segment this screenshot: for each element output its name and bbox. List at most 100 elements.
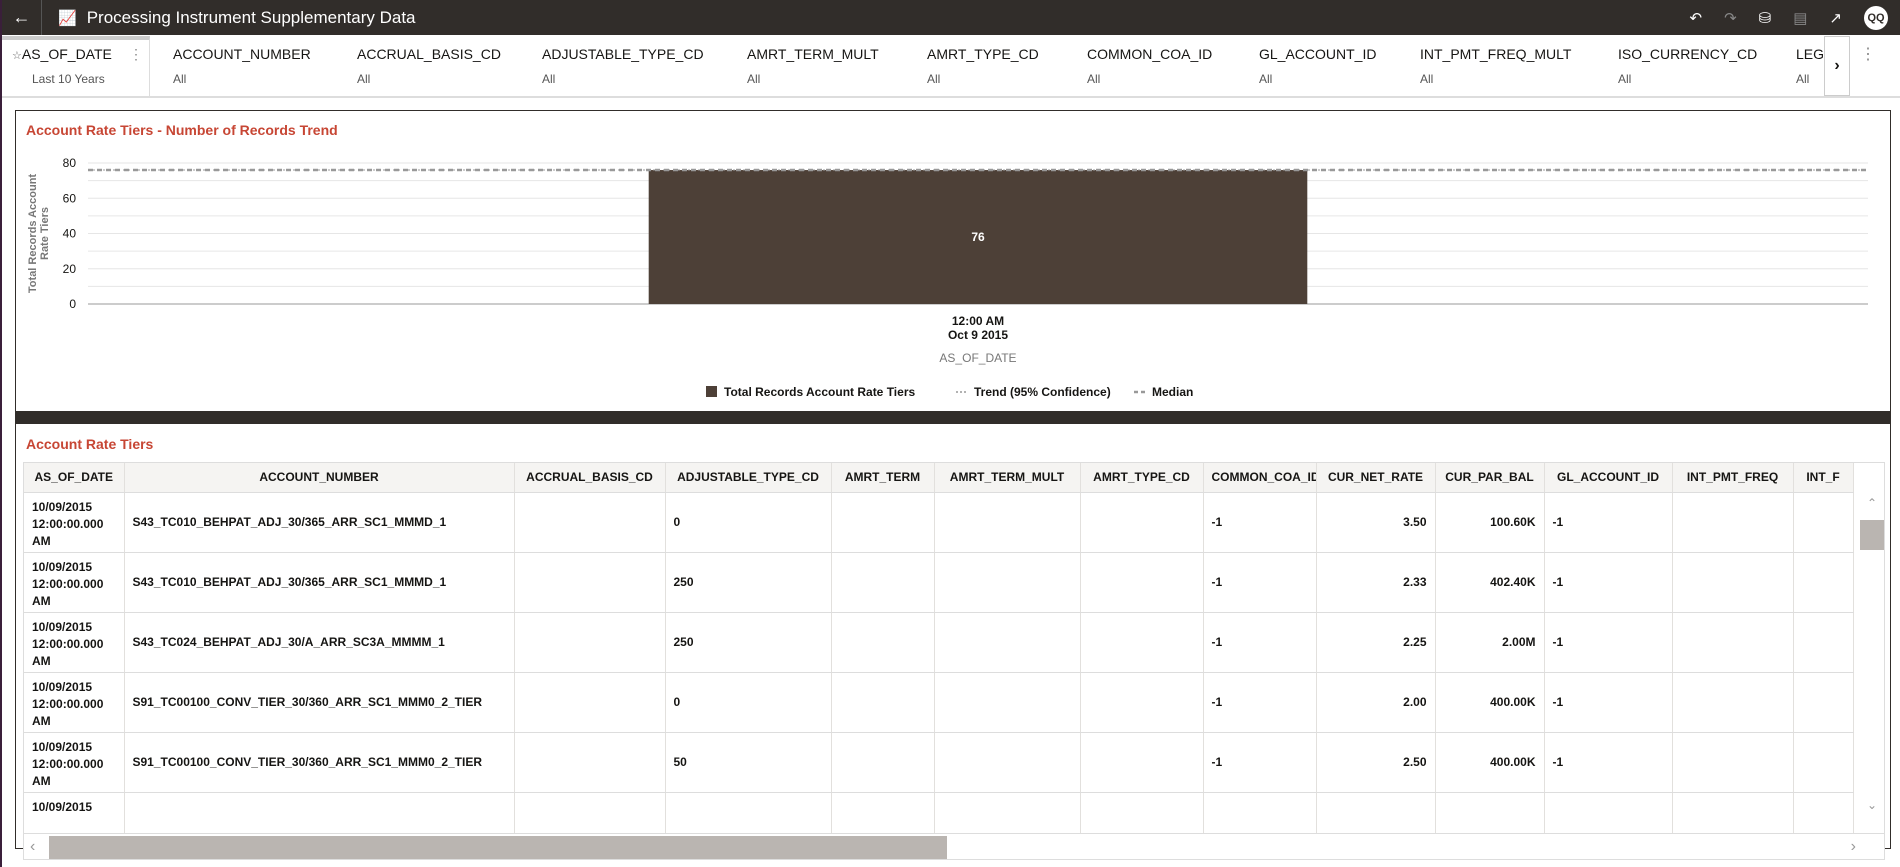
table-cell: 100.60K bbox=[1435, 492, 1545, 553]
table-cell: -1 bbox=[1544, 552, 1673, 613]
filter-int-pmt-freq-mult[interactable]: INT_PMT_FREQ_MULT All bbox=[1397, 36, 1595, 96]
table-cell bbox=[1080, 612, 1204, 673]
column-header[interactable]: COMMON_COA_ID bbox=[1203, 463, 1317, 493]
horizontal-scroll-thumb[interactable] bbox=[49, 836, 947, 859]
table-row[interactable]: 10/09/2015 12:00:00.000 AM S43_TC010_BEHP… bbox=[24, 552, 1854, 613]
filters-next-button[interactable]: › bbox=[1824, 36, 1850, 96]
legend-item: Median bbox=[1152, 385, 1193, 399]
comment-icon[interactable]: ▤ bbox=[1793, 9, 1808, 27]
horizontal-scrollbar[interactable]: ‹ › bbox=[24, 833, 1884, 859]
column-header[interactable]: AMRT_TYPE_CD bbox=[1080, 463, 1204, 493]
present-icon[interactable]: ↗ bbox=[1829, 9, 1842, 27]
filter-label: COMMON_COA_ID bbox=[1087, 46, 1213, 62]
bar-chart: 0 20 40 60 80 Total Records AccountRate Tiers… bbox=[27, 156, 1868, 399]
table-cell bbox=[1672, 552, 1794, 613]
table-cell bbox=[1793, 672, 1854, 733]
table-cell bbox=[1672, 732, 1794, 793]
filter-label: AS_OF_DATE bbox=[21, 46, 112, 62]
column-header[interactable]: GL_ACCOUNT_ID bbox=[1544, 463, 1673, 493]
table-cell bbox=[1793, 732, 1854, 793]
filter-menu-icon[interactable]: ⋮ bbox=[129, 46, 143, 62]
table-cell: S91_TC00100_CONV_TIER_30/360_ARR_SC1_MMM… bbox=[124, 732, 515, 793]
table-cell: -1 bbox=[1544, 612, 1673, 673]
table-cell bbox=[1672, 612, 1794, 673]
scroll-right-icon[interactable]: › bbox=[1850, 838, 1856, 855]
filter-label: AMRT_TYPE_CD bbox=[927, 46, 1039, 62]
table-row[interactable]: 10/09/2015 12:00:00.000 AM S91_TC00100_CO… bbox=[24, 672, 1854, 733]
column-header[interactable]: INT_PMT_FREQ bbox=[1672, 463, 1794, 493]
table-cell bbox=[934, 612, 1081, 673]
table-cell: 0 bbox=[665, 492, 832, 553]
scroll-down-icon[interactable]: ⌄ bbox=[1866, 798, 1878, 812]
table-cell bbox=[1080, 732, 1204, 793]
table-cell: 10/09/2015 12:00:00.000 AM bbox=[24, 732, 125, 793]
scroll-up-icon[interactable]: ⌃ bbox=[1866, 496, 1878, 510]
legend-item: Trend (95% Confidence) bbox=[974, 385, 1111, 399]
table-cell: 2.00 bbox=[1316, 672, 1436, 733]
table-cell: 400.00K bbox=[1435, 672, 1545, 733]
table-cell: 2.25 bbox=[1316, 612, 1436, 673]
table-cell bbox=[831, 672, 935, 733]
column-header[interactable]: INT_F bbox=[1793, 463, 1854, 493]
filter-gl-account-id[interactable]: GL_ACCOUNT_ID All bbox=[1236, 36, 1397, 96]
filter-amrt-term-mult[interactable]: AMRT_TERM_MULT All bbox=[724, 36, 904, 96]
undo-icon[interactable]: ↶ bbox=[1689, 9, 1703, 27]
table-row[interactable]: 10/09/2015 12:00:00.000 AM S43_TC024_BEHP… bbox=[24, 612, 1854, 673]
filter-as-of-date[interactable]: ☆AS_OF_DATE ⋮ Last 10 Years bbox=[2, 36, 150, 96]
column-header[interactable]: ADJUSTABLE_TYPE_CD bbox=[665, 463, 832, 493]
table-cell: 50 bbox=[665, 732, 832, 793]
vertical-scroll-thumb[interactable] bbox=[1860, 520, 1884, 550]
y-tick-label: 20 bbox=[63, 262, 77, 276]
table-cell bbox=[1080, 492, 1204, 553]
table-cell: S43_TC010_BEHPAT_ADJ_30/365_ARR_SC1_MMMD… bbox=[124, 492, 515, 553]
data-icon[interactable]: ⛁ bbox=[1758, 9, 1772, 27]
filter-label: INT_PMT_FREQ_MULT bbox=[1420, 46, 1572, 62]
filter-amrt-type-cd[interactable]: AMRT_TYPE_CD All bbox=[904, 36, 1064, 96]
filter-adjustable-type-cd[interactable]: ADJUSTABLE_TYPE_CD All bbox=[519, 36, 724, 96]
chart-panel: Account Rate Tiers - Number of Records T… bbox=[15, 110, 1891, 412]
scroll-left-icon[interactable]: ‹ bbox=[30, 838, 36, 855]
filter-label: AMRT_TERM_MULT bbox=[747, 46, 879, 62]
table-cell bbox=[1672, 492, 1794, 553]
table-cell bbox=[934, 552, 1081, 613]
column-header[interactable]: ACCRUAL_BASIS_CD bbox=[514, 463, 666, 493]
table-cell bbox=[1672, 672, 1794, 733]
filters-more-icon[interactable]: ⋮ bbox=[1860, 46, 1876, 63]
column-header[interactable]: CUR_NET_RATE bbox=[1316, 463, 1436, 493]
column-header[interactable]: AMRT_TERM bbox=[831, 463, 935, 493]
table-cell bbox=[514, 612, 666, 673]
table-cell: 2.00M bbox=[1435, 612, 1545, 673]
column-header[interactable]: AMRT_TERM_MULT bbox=[934, 463, 1081, 493]
filter-iso-currency-cd[interactable]: ISO_CURRENCY_CD All bbox=[1595, 36, 1773, 96]
table-cell bbox=[1080, 672, 1204, 733]
redo-icon[interactable]: ↷ bbox=[1724, 9, 1737, 27]
table-cell bbox=[831, 612, 935, 673]
vertical-scrollbar[interactable]: ⌃ ⌄ bbox=[1860, 492, 1884, 812]
column-header[interactable]: CUR_PAR_BAL bbox=[1435, 463, 1545, 493]
table-cell: 250 bbox=[665, 552, 832, 613]
table-cell bbox=[934, 492, 1081, 553]
column-header[interactable]: AS_OF_DATE bbox=[24, 463, 125, 493]
table-row[interactable]: 10/09/2015 12:00:00.000 AM S91_TC00100_CO… bbox=[24, 732, 1854, 793]
table-cell bbox=[831, 492, 935, 553]
table-cell bbox=[1793, 492, 1854, 553]
filter-common-coa-id[interactable]: COMMON_COA_ID All bbox=[1064, 36, 1236, 96]
pin-icon[interactable]: ☆ bbox=[12, 50, 22, 62]
back-button[interactable]: ← bbox=[2, 0, 42, 35]
table-cell bbox=[514, 732, 666, 793]
table-cell bbox=[514, 492, 666, 553]
table-cell: 10/09/2015 12:00:00.000 AM bbox=[24, 672, 125, 733]
table-cell: S43_TC010_BEHPAT_ADJ_30/365_ARR_SC1_MMMD… bbox=[124, 552, 515, 613]
filter-value: All bbox=[1796, 72, 1810, 86]
table-cell: 250 bbox=[665, 612, 832, 673]
table-row[interactable]: 10/09/2015 12:00:00.000 AM S43_TC010_BEHP… bbox=[24, 492, 1854, 553]
y-tick-label: 0 bbox=[69, 297, 76, 311]
filter-accrual-basis-cd[interactable]: ACCRUAL_BASIS_CD All bbox=[334, 36, 519, 96]
table-cell: -1 bbox=[1203, 492, 1317, 553]
table-cell bbox=[831, 732, 935, 793]
filter-label: GL_ACCOUNT_ID bbox=[1259, 46, 1377, 62]
chart-icon: 📈 bbox=[58, 9, 77, 27]
avatar[interactable]: QQ bbox=[1864, 5, 1888, 30]
filter-account-number[interactable]: ACCOUNT_NUMBER All bbox=[150, 36, 334, 96]
column-header[interactable]: ACCOUNT_NUMBER bbox=[124, 463, 515, 493]
